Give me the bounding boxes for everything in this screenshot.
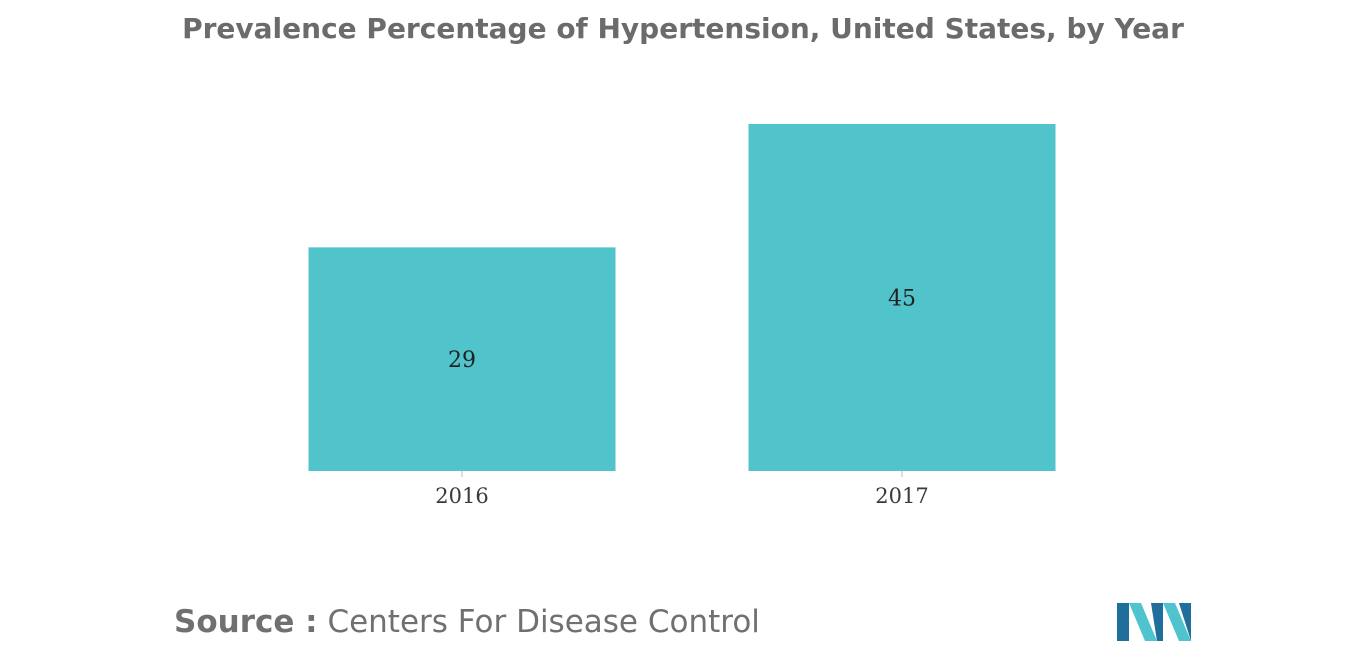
- mordor-intelligence-logo-icon: [1117, 603, 1191, 641]
- data-label-2017: 45: [888, 287, 916, 312]
- logo-shape-right: [1179, 603, 1191, 641]
- source-value: Centers For Disease Control: [327, 604, 760, 640]
- labels-layer: 29 45: [448, 287, 916, 374]
- logo-shape-left: [1117, 603, 1129, 641]
- bar-2016: [308, 247, 616, 471]
- bars-layer: [308, 124, 1056, 471]
- bar-2017: [748, 124, 1056, 471]
- source-line: Source : Centers For Disease Control: [174, 604, 760, 640]
- x-axis: 2016 2017: [435, 471, 929, 508]
- source-label: Source :: [174, 604, 318, 640]
- logo-shape-mid: [1151, 603, 1163, 641]
- chart-title: Prevalence Percentage of Hypertension, U…: [182, 12, 1184, 45]
- logo-shape-diag2: [1163, 603, 1191, 641]
- x-tick-label-2016: 2016: [435, 484, 488, 508]
- data-label-2016: 29: [448, 348, 476, 373]
- logo-shape-diag: [1129, 603, 1157, 641]
- x-tick-label-2017: 2017: [875, 484, 928, 508]
